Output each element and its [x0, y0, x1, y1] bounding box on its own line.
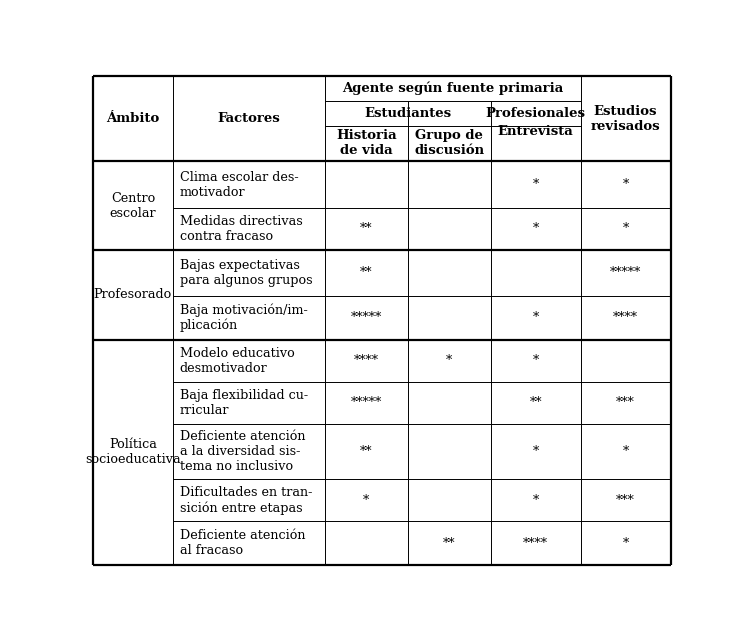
Text: **: **	[360, 445, 372, 458]
Text: Grupo de
discusión: Grupo de discusión	[414, 130, 484, 157]
Text: *: *	[446, 354, 452, 367]
Text: Baja motivación/im-
plicación: Baja motivación/im- plicación	[180, 304, 308, 332]
Text: *: *	[622, 445, 629, 458]
Text: Historia
de vida: Historia de vida	[336, 130, 396, 157]
Text: Deficiente atención
a la diversidad sis-
tema no inclusivo: Deficiente atención a la diversidad sis-…	[180, 430, 305, 473]
Text: ****: ****	[613, 311, 638, 324]
Text: *: *	[533, 494, 539, 507]
Text: ***: ***	[616, 494, 635, 507]
Text: Factores: Factores	[218, 112, 280, 125]
Text: *: *	[533, 222, 539, 235]
Text: Estudios
revisados: Estudios revisados	[591, 105, 660, 133]
Text: ****: ****	[354, 354, 378, 367]
Text: *: *	[363, 494, 370, 507]
Text: Centro
escolar: Centro escolar	[110, 192, 156, 220]
Text: Estudiantes: Estudiantes	[364, 107, 451, 119]
Text: Clima escolar des-
motivador: Clima escolar des- motivador	[180, 171, 298, 199]
Text: *: *	[533, 354, 539, 367]
Text: **: **	[443, 537, 455, 550]
Text: **: **	[530, 396, 542, 410]
Text: **: **	[360, 267, 372, 279]
Text: Deficiente atención
al fracaso: Deficiente atención al fracaso	[180, 530, 305, 558]
Text: *: *	[622, 222, 629, 235]
Text: ***: ***	[616, 396, 635, 410]
Text: Entrevista: Entrevista	[498, 124, 574, 138]
Text: *: *	[533, 178, 539, 191]
Text: Ámbito: Ámbito	[107, 112, 159, 125]
Text: Medidas directivas
contra fracaso: Medidas directivas contra fracaso	[180, 215, 302, 243]
Text: *: *	[622, 537, 629, 550]
Text: Agente según fuente primaria: Agente según fuente primaria	[342, 82, 563, 95]
Text: Profesorado: Profesorado	[94, 288, 172, 301]
Text: *: *	[533, 445, 539, 458]
Text: Bajas expectativas
para algunos grupos: Bajas expectativas para algunos grupos	[180, 259, 312, 287]
Text: *****: *****	[351, 311, 382, 324]
Text: Baja flexibilidad cu-
rricular: Baja flexibilidad cu- rricular	[180, 389, 308, 417]
Text: Modelo educativo
desmotivador: Modelo educativo desmotivador	[180, 347, 294, 375]
Text: *: *	[622, 178, 629, 191]
Text: ****: ****	[523, 537, 548, 550]
Text: Política
socioeducativa: Política socioeducativa	[85, 438, 181, 467]
Text: Profesionales: Profesionales	[486, 107, 586, 119]
Text: *: *	[533, 311, 539, 324]
Text: *****: *****	[610, 267, 641, 279]
Text: Dificultades en tran-
sición entre etapas: Dificultades en tran- sición entre etapa…	[180, 486, 312, 515]
Text: **: **	[360, 222, 372, 235]
Text: *****: *****	[351, 396, 382, 410]
